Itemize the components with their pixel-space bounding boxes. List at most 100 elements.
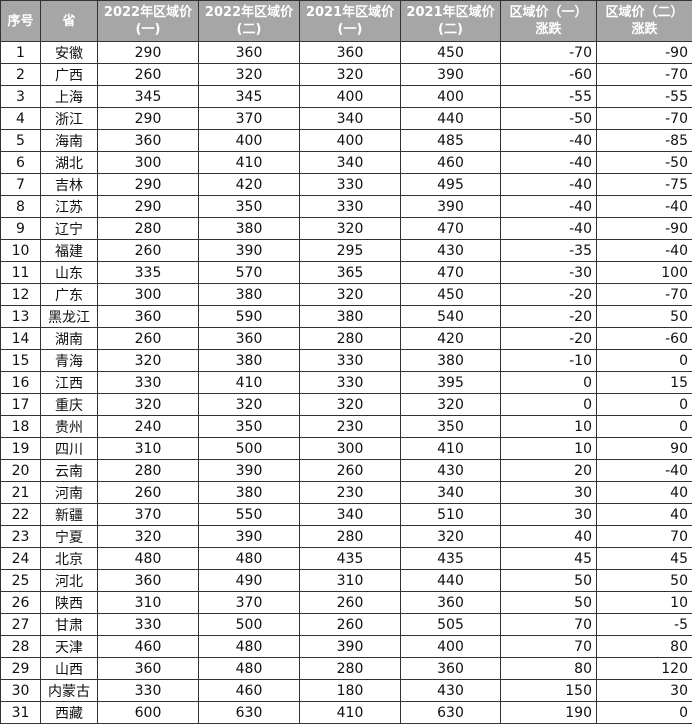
cell-price-2021-2: 630 (401, 702, 501, 724)
cell-price-2022-2: 390 (199, 526, 300, 548)
cell-price-2022-2: 360 (199, 328, 300, 350)
cell-province: 甘肃 (41, 614, 98, 636)
cell-price-2022-1: 260 (98, 482, 199, 504)
cell-price-2021-2: 395 (401, 372, 501, 394)
header-price-2021-1: 2021年区域价(一) (300, 1, 401, 42)
cell-price-2021-2: 510 (401, 504, 501, 526)
cell-price-2021-1: 320 (300, 218, 401, 240)
cell-province: 辽宁 (41, 218, 98, 240)
cell-province: 福建 (41, 240, 98, 262)
cell-price-2022-1: 370 (98, 504, 199, 526)
cell-price-2021-2: 430 (401, 460, 501, 482)
cell-price-2022-2: 590 (199, 306, 300, 328)
cell-price-2021-1: 320 (300, 284, 401, 306)
header-province: 省 (41, 1, 98, 42)
cell-change-2: -90 (597, 218, 692, 240)
cell-price-2022-2: 410 (199, 152, 300, 174)
cell-change-2: 40 (597, 504, 692, 526)
cell-price-2021-1: 295 (300, 240, 401, 262)
cell-price-2021-2: 430 (401, 240, 501, 262)
cell-index: 16 (1, 372, 41, 394)
cell-price-2022-1: 290 (98, 196, 199, 218)
cell-price-2021-1: 320 (300, 394, 401, 416)
cell-price-2021-2: 360 (401, 592, 501, 614)
cell-index: 20 (1, 460, 41, 482)
cell-index: 3 (1, 86, 41, 108)
cell-price-2021-1: 230 (300, 416, 401, 438)
cell-price-2022-2: 320 (199, 64, 300, 86)
cell-price-2021-1: 260 (300, 592, 401, 614)
cell-index: 29 (1, 658, 41, 680)
cell-price-2022-1: 240 (98, 416, 199, 438)
cell-change-2: -55 (597, 86, 692, 108)
cell-index: 26 (1, 592, 41, 614)
cell-change-2: 70 (597, 526, 692, 548)
cell-price-2021-1: 360 (300, 42, 401, 64)
cell-change-1: -60 (501, 64, 597, 86)
cell-change-2: 50 (597, 570, 692, 592)
cell-index: 12 (1, 284, 41, 306)
cell-change-2: -70 (597, 108, 692, 130)
cell-price-2021-2: 430 (401, 680, 501, 702)
cell-price-2021-1: 340 (300, 504, 401, 526)
cell-price-2021-1: 410 (300, 702, 401, 724)
cell-price-2022-1: 320 (98, 394, 199, 416)
cell-change-1: -40 (501, 152, 597, 174)
cell-index: 30 (1, 680, 41, 702)
cell-province: 江西 (41, 372, 98, 394)
cell-province: 河北 (41, 570, 98, 592)
cell-price-2021-1: 400 (300, 86, 401, 108)
cell-price-2022-2: 320 (199, 394, 300, 416)
cell-change-1: -30 (501, 262, 597, 284)
cell-price-2021-1: 330 (300, 196, 401, 218)
cell-price-2022-1: 320 (98, 350, 199, 372)
cell-price-2022-1: 460 (98, 636, 199, 658)
cell-change-1: 30 (501, 504, 597, 526)
cell-price-2021-2: 390 (401, 64, 501, 86)
cell-price-2022-2: 345 (199, 86, 300, 108)
cell-index: 22 (1, 504, 41, 526)
cell-province: 湖北 (41, 152, 98, 174)
cell-change-1: 150 (501, 680, 597, 702)
cell-price-2021-2: 450 (401, 284, 501, 306)
cell-change-1: -70 (501, 42, 597, 64)
cell-index: 11 (1, 262, 41, 284)
cell-index: 18 (1, 416, 41, 438)
cell-index: 2 (1, 64, 41, 86)
cell-change-1: 50 (501, 570, 597, 592)
cell-province: 重庆 (41, 394, 98, 416)
cell-price-2022-1: 345 (98, 86, 199, 108)
cell-province: 天津 (41, 636, 98, 658)
cell-price-2021-2: 400 (401, 636, 501, 658)
cell-price-2021-2: 320 (401, 394, 501, 416)
cell-price-2021-1: 300 (300, 438, 401, 460)
cell-index: 28 (1, 636, 41, 658)
cell-change-1: 10 (501, 416, 597, 438)
cell-price-2021-1: 260 (300, 460, 401, 482)
cell-price-2022-2: 420 (199, 174, 300, 196)
cell-price-2022-2: 550 (199, 504, 300, 526)
cell-index: 9 (1, 218, 41, 240)
cell-price-2021-2: 410 (401, 438, 501, 460)
cell-index: 13 (1, 306, 41, 328)
cell-index: 1 (1, 42, 41, 64)
cell-change-1: 45 (501, 548, 597, 570)
cell-province: 云南 (41, 460, 98, 482)
cell-price-2021-1: 330 (300, 350, 401, 372)
cell-price-2021-1: 390 (300, 636, 401, 658)
cell-price-2022-2: 460 (199, 680, 300, 702)
